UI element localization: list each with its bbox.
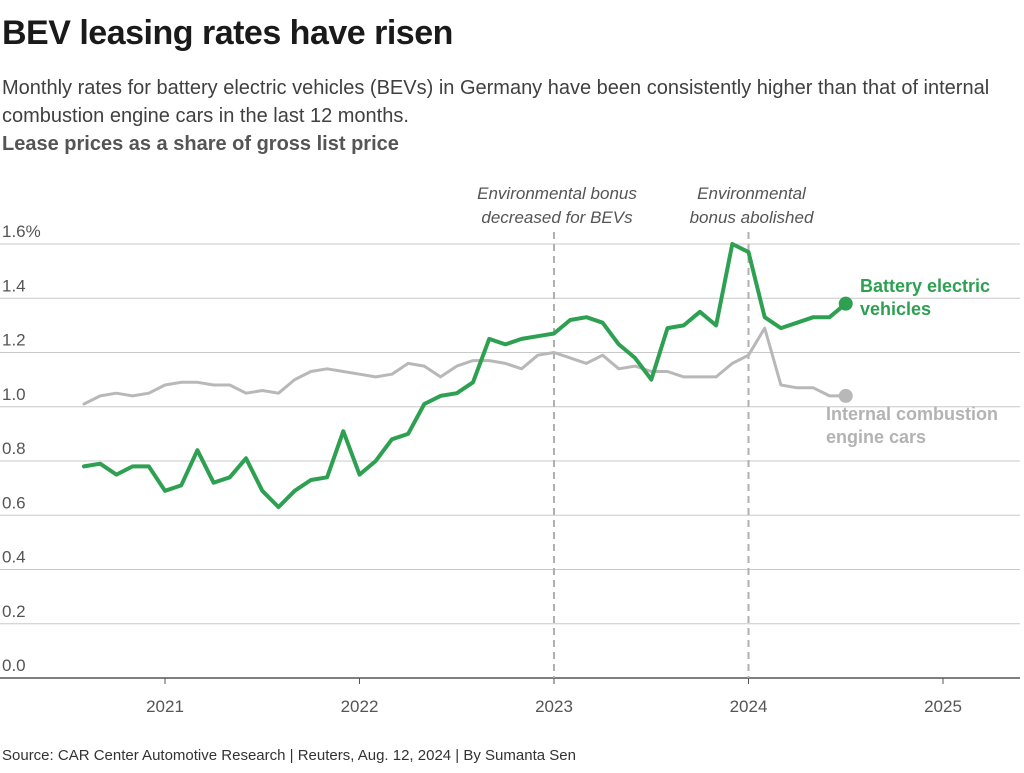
- ice-series-line: [82, 326, 848, 406]
- source-note: Source: CAR Center Automotive Research |…: [2, 747, 576, 764]
- x-axis: 2021 2022 2023 2024 2025: [146, 678, 962, 716]
- y-tick-label: 0.6: [2, 493, 26, 512]
- ice-series-label: engine cars: [826, 427, 926, 447]
- bev-series-label: vehicles: [860, 299, 931, 319]
- annotation-text: Environmental: [697, 184, 807, 203]
- y-tick-label: 0.2: [2, 602, 26, 621]
- y-tick-label: 0.8: [2, 439, 26, 458]
- y-tick-label: 1.6%: [2, 222, 41, 241]
- y-axis-ticks: 0.0 0.2 0.4 0.6 0.8 1.0 1.2 1.4 1.6%: [2, 222, 41, 675]
- chart-title: BEV leasing rates have risen: [2, 14, 453, 52]
- y-axis-title: Lease prices as a share of gross list pr…: [2, 133, 399, 155]
- x-tick-label: 2023: [535, 697, 573, 716]
- y-tick-label: 0.4: [2, 548, 26, 567]
- x-tick-label: 2022: [341, 697, 379, 716]
- bev-end-marker: [838, 296, 853, 311]
- ice-end-marker: [838, 388, 853, 403]
- annotation-text: decreased for BEVs: [481, 208, 633, 227]
- series-lines: [82, 242, 853, 510]
- y-tick-label: 1.4: [2, 276, 26, 295]
- x-tick-label: 2024: [730, 697, 768, 716]
- chart-subtitle: Monthly rates for battery electric vehic…: [2, 77, 990, 127]
- y-tick-label: 1.2: [2, 331, 26, 350]
- annotation-text: Environmental bonus: [477, 184, 637, 203]
- annotation-text: bonus abolished: [690, 208, 814, 227]
- y-tick-label: 0.0: [2, 656, 26, 675]
- x-tick-label: 2021: [146, 697, 184, 716]
- bev-series-line: [82, 242, 848, 510]
- grid-lines: [0, 243, 1020, 679]
- y-tick-label: 1.0: [2, 385, 26, 404]
- series-labels: Battery electric vehicles Internal combust…: [826, 276, 998, 447]
- bev-series-label: Battery electric: [860, 276, 990, 296]
- x-tick-label: 2025: [924, 697, 962, 716]
- annotations: Environmental bonus decreased for BEVs Env…: [477, 184, 814, 678]
- ice-series-label: Internal combustion: [826, 404, 998, 424]
